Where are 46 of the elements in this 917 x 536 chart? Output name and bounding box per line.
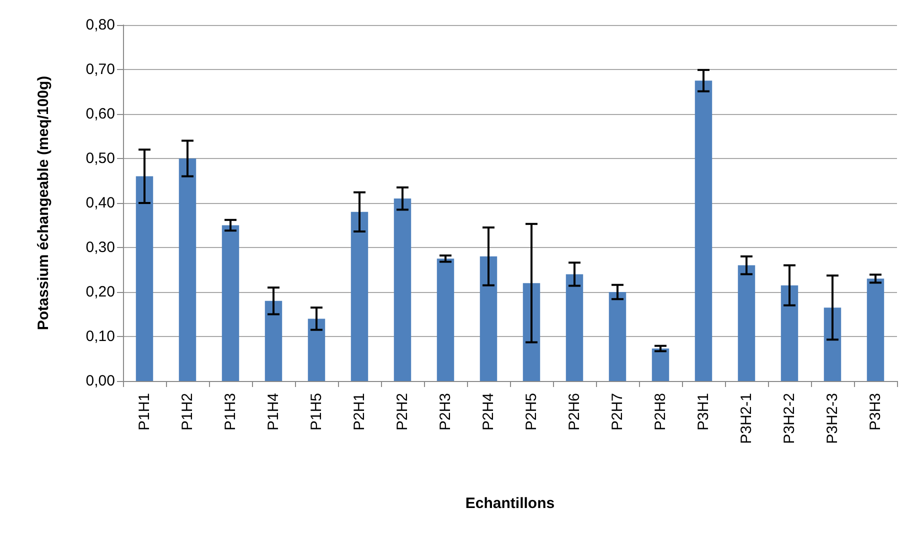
x-tick-label: P2H5: [523, 393, 540, 431]
y-tick-label: 0,50: [86, 150, 115, 167]
bar: [480, 256, 498, 381]
bar: [308, 318, 326, 381]
bar: [738, 265, 756, 381]
x-tick-label: P2H7: [609, 393, 626, 431]
x-tick-label: P1H2: [179, 393, 196, 431]
x-tick-label: P1H3: [222, 393, 239, 431]
x-tick-label: P3H2-3: [824, 393, 841, 444]
x-tick-label: P1H5: [308, 393, 325, 431]
x-tick-label: P1H1: [136, 393, 153, 431]
x-tick-label: P2H6: [566, 393, 583, 431]
x-tick-label: P2H3: [437, 393, 454, 431]
bar: [652, 348, 670, 381]
x-tick-label: P2H2: [394, 393, 411, 431]
bar: [566, 274, 584, 381]
bar: [222, 225, 240, 381]
bar: [136, 176, 154, 381]
y-tick-label: 0,10: [86, 328, 115, 345]
bar: [780, 285, 798, 381]
bar: [350, 212, 368, 381]
y-tick-label: 0,40: [86, 194, 115, 212]
bar: [866, 278, 884, 381]
bar: [264, 300, 282, 381]
bar: [178, 158, 196, 381]
x-tick-label: P3H2-2: [781, 393, 798, 444]
y-tick-label: 0,00: [86, 372, 115, 390]
y-tick-label: 0,60: [86, 106, 115, 122]
x-tick-label: P2H4: [480, 393, 497, 431]
x-tick-label: P3H1: [695, 393, 712, 431]
x-tick-label: P2H1: [351, 393, 368, 431]
bar: [608, 292, 626, 381]
x-tick-label: P2H8: [652, 393, 669, 431]
y-tick-label: 0,30: [86, 239, 115, 256]
x-tick-label: P3H2-1: [738, 393, 755, 444]
x-tick-label: P1H4: [265, 393, 282, 431]
bar: [824, 308, 842, 381]
bar: [394, 198, 412, 381]
y-tick-label: 0,70: [86, 61, 115, 78]
x-tick-label: P3H3: [867, 393, 884, 431]
bar: [694, 80, 712, 381]
y-tick-label: 0,80: [86, 16, 115, 34]
y-tick-label: 0,20: [86, 284, 115, 300]
y-axis-title: Potassium échangeable (meq/100g): [35, 76, 52, 330]
bar: [436, 258, 454, 381]
x-axis-title: Echantillons: [465, 495, 555, 512]
